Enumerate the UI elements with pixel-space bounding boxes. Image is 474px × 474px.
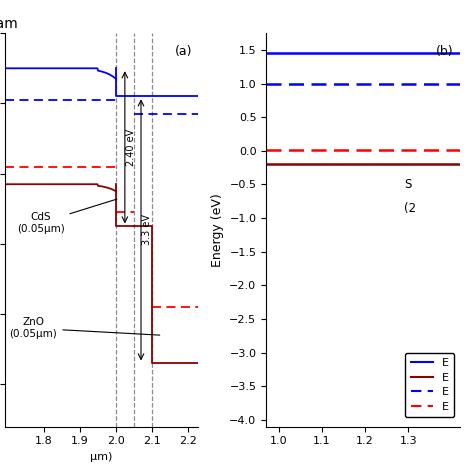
Text: (b): (b)	[437, 45, 454, 58]
Text: CdS
(0.05μm): CdS (0.05μm)	[17, 199, 117, 234]
X-axis label: μm): μm)	[91, 452, 113, 462]
Text: S: S	[404, 178, 411, 191]
Text: 3.3 eV: 3.3 eV	[142, 214, 152, 246]
Text: (2: (2	[404, 201, 416, 215]
Y-axis label: Energy (eV): Energy (eV)	[211, 193, 224, 267]
Text: gram: gram	[0, 17, 18, 31]
Legend: E, E, E, E: E, E, E, E	[405, 353, 454, 417]
Text: 2.40 eV: 2.40 eV	[126, 129, 136, 166]
Text: (a): (a)	[175, 45, 192, 58]
Text: ZnO
(0.05μm): ZnO (0.05μm)	[9, 318, 160, 339]
